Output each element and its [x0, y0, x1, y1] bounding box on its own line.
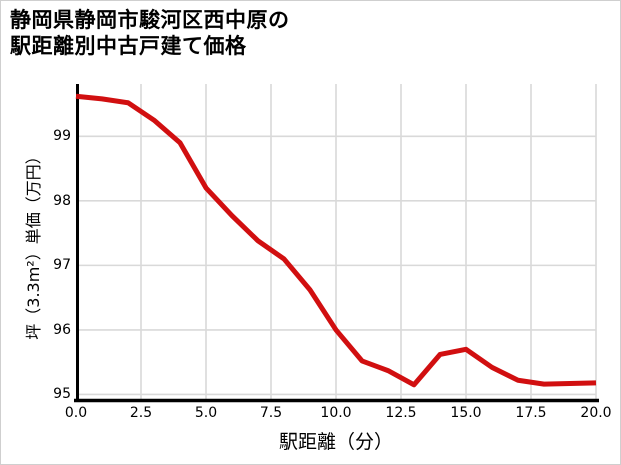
- x-tick-label: 20.0: [580, 405, 612, 421]
- y-tick-label: 96: [53, 321, 71, 338]
- x-tick-label: 2.5: [129, 405, 153, 421]
- y-tick-label: 98: [53, 192, 71, 209]
- chart-title-line-2: 駅距離別中古戸建て価格: [10, 34, 247, 58]
- x-tick-label: 12.5: [385, 405, 417, 421]
- x-tick-label: 17.5: [515, 405, 547, 421]
- x-tick-label: 7.5: [259, 405, 283, 421]
- chart-title-line-1: 静岡県静岡市駿河区西中原の: [10, 8, 290, 32]
- x-axis-label: 駅距離（分）: [278, 431, 394, 453]
- y-tick-label: 95: [53, 386, 71, 403]
- y-tick-label: 97: [53, 257, 71, 274]
- y-axis-label: 坪（3.3m²）単価（万円）: [24, 148, 43, 340]
- x-tick-label: 0.0: [64, 405, 88, 421]
- price-line-series: [75, 93, 597, 388]
- x-tick-label: 10.0: [320, 405, 352, 421]
- x-tick-label: 15.0: [450, 405, 482, 421]
- y-tick-label: 99: [53, 128, 71, 145]
- chart-title: 静岡県静岡市駿河区西中原の 駅距離別中古戸建て価格: [10, 7, 290, 59]
- x-tick-label: 5.0: [194, 405, 218, 421]
